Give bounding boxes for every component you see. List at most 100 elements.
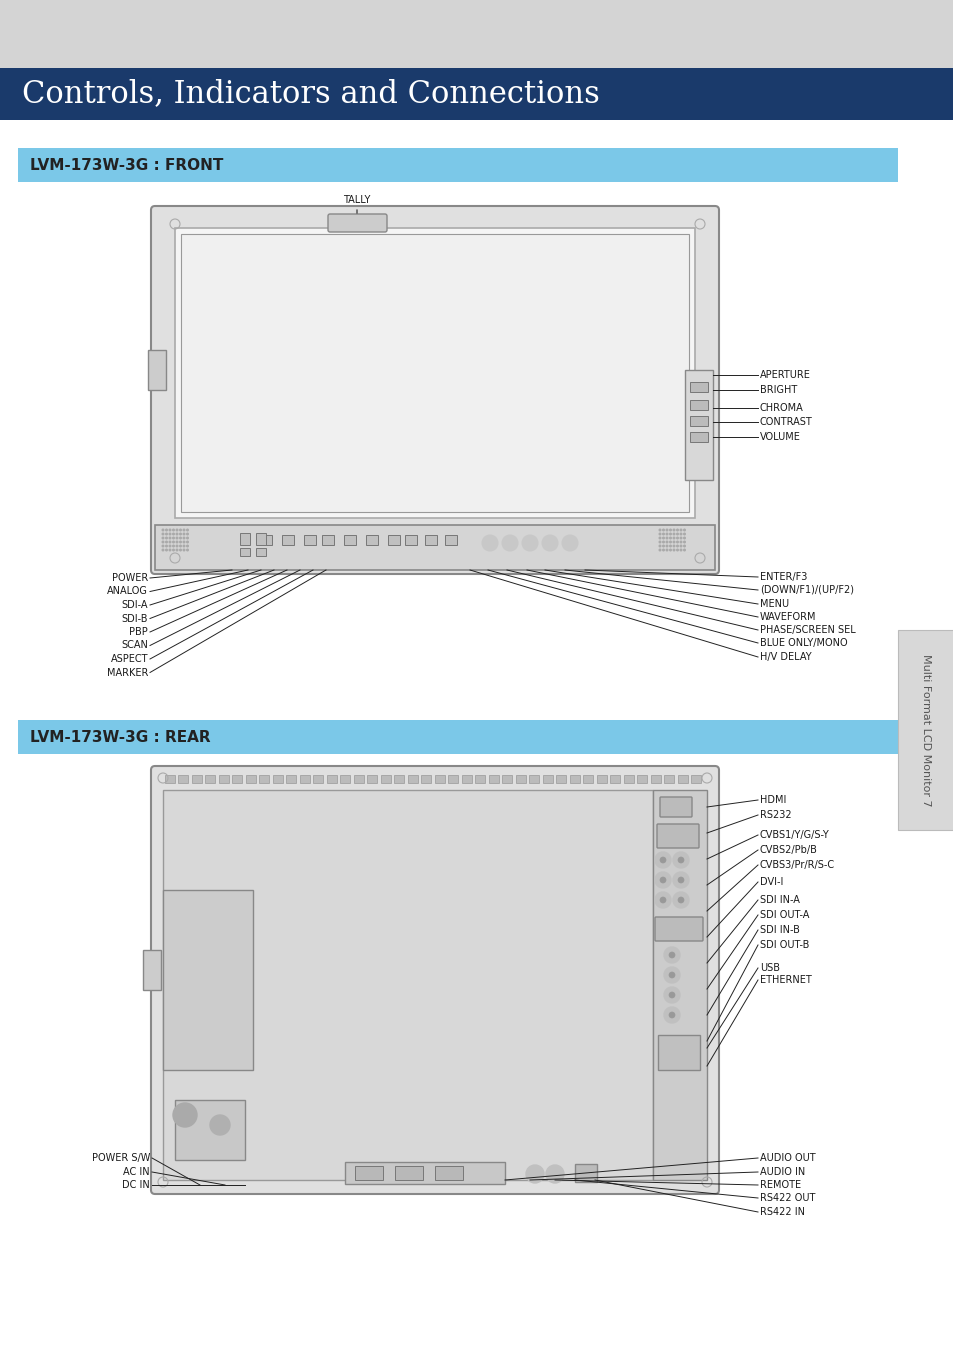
Circle shape (187, 541, 188, 543)
Circle shape (676, 549, 678, 551)
Text: SDI IN-A: SDI IN-A (760, 895, 799, 905)
Bar (165, 775, 174, 783)
Circle shape (678, 896, 683, 903)
Text: CVBS2/Pb/B: CVBS2/Pb/B (760, 845, 817, 855)
Circle shape (176, 533, 177, 535)
Circle shape (655, 892, 670, 909)
Circle shape (162, 533, 164, 535)
Circle shape (501, 535, 517, 551)
Bar (205, 775, 215, 783)
Circle shape (169, 533, 171, 535)
Bar (255, 548, 266, 556)
Text: USB: USB (760, 963, 780, 973)
Circle shape (679, 537, 681, 539)
Circle shape (561, 535, 578, 551)
Circle shape (683, 533, 684, 535)
Circle shape (172, 549, 174, 551)
Circle shape (187, 533, 188, 535)
FancyBboxPatch shape (328, 215, 387, 232)
Text: REMOTE: REMOTE (760, 1180, 801, 1189)
Circle shape (662, 533, 663, 535)
Text: SCAN: SCAN (121, 640, 148, 651)
Circle shape (673, 549, 674, 551)
Bar (658, 1035, 700, 1071)
Bar (18, 148, 897, 182)
Circle shape (162, 545, 164, 547)
Bar (240, 533, 250, 545)
Bar (424, 535, 436, 545)
Text: TALLY: TALLY (343, 194, 371, 205)
Bar (143, 950, 161, 990)
Circle shape (659, 878, 665, 883)
Text: (DOWN/F1)/(UP/F2): (DOWN/F1)/(UP/F2) (760, 585, 853, 595)
Circle shape (668, 992, 675, 998)
Circle shape (176, 549, 177, 551)
Circle shape (672, 852, 688, 868)
Bar (597, 775, 606, 783)
Text: POWER: POWER (112, 572, 148, 583)
Bar (299, 775, 310, 783)
Circle shape (683, 537, 684, 539)
Circle shape (655, 852, 670, 868)
Text: CHROMA: CHROMA (760, 404, 803, 413)
Circle shape (183, 529, 185, 531)
Circle shape (669, 541, 671, 543)
Circle shape (183, 549, 185, 551)
Bar (0, 0, 953, 68)
Circle shape (673, 545, 674, 547)
Bar (181, 234, 688, 512)
Text: CVBS3/Pr/R/S-C: CVBS3/Pr/R/S-C (760, 860, 834, 869)
Text: AC IN: AC IN (123, 1166, 150, 1177)
Bar (282, 535, 294, 545)
Bar (154, 525, 714, 570)
Bar (18, 720, 897, 755)
Bar (366, 535, 377, 545)
Bar (664, 775, 674, 783)
Circle shape (187, 537, 188, 539)
Circle shape (676, 541, 678, 543)
Bar (405, 535, 416, 545)
Circle shape (166, 549, 167, 551)
Circle shape (683, 541, 684, 543)
Bar (395, 1166, 422, 1180)
Circle shape (169, 529, 171, 531)
Bar (689, 400, 707, 410)
Bar (691, 775, 700, 783)
Text: DVI-I: DVI-I (760, 878, 782, 887)
Circle shape (668, 952, 675, 958)
Bar (260, 535, 272, 545)
Bar (435, 775, 444, 783)
Circle shape (665, 537, 667, 539)
Text: WAVEFORM: WAVEFORM (760, 612, 816, 622)
Circle shape (183, 545, 185, 547)
Bar (163, 790, 652, 1180)
Circle shape (179, 541, 181, 543)
Bar (246, 775, 255, 783)
Text: RS232: RS232 (760, 810, 791, 819)
Text: ANALOG: ANALOG (107, 586, 148, 597)
Bar (192, 775, 202, 783)
Circle shape (187, 529, 188, 531)
Circle shape (679, 529, 681, 531)
Bar (623, 775, 634, 783)
Circle shape (162, 541, 164, 543)
Bar (304, 535, 315, 545)
Bar (475, 775, 485, 783)
Circle shape (166, 545, 167, 547)
Circle shape (481, 535, 497, 551)
Circle shape (669, 529, 671, 531)
Text: APERTURE: APERTURE (760, 370, 810, 379)
Text: POWER S/W: POWER S/W (91, 1153, 150, 1162)
Text: Controls, Indicators and Connections: Controls, Indicators and Connections (22, 78, 599, 109)
Circle shape (669, 537, 671, 539)
Bar (354, 775, 364, 783)
Circle shape (668, 972, 675, 977)
Bar (174, 228, 695, 518)
Bar (380, 775, 391, 783)
Circle shape (176, 537, 177, 539)
Circle shape (176, 545, 177, 547)
Circle shape (683, 529, 684, 531)
Text: Multi Format LCD Monitor 7: Multi Format LCD Monitor 7 (920, 653, 930, 806)
FancyBboxPatch shape (151, 207, 719, 574)
Circle shape (683, 549, 684, 551)
